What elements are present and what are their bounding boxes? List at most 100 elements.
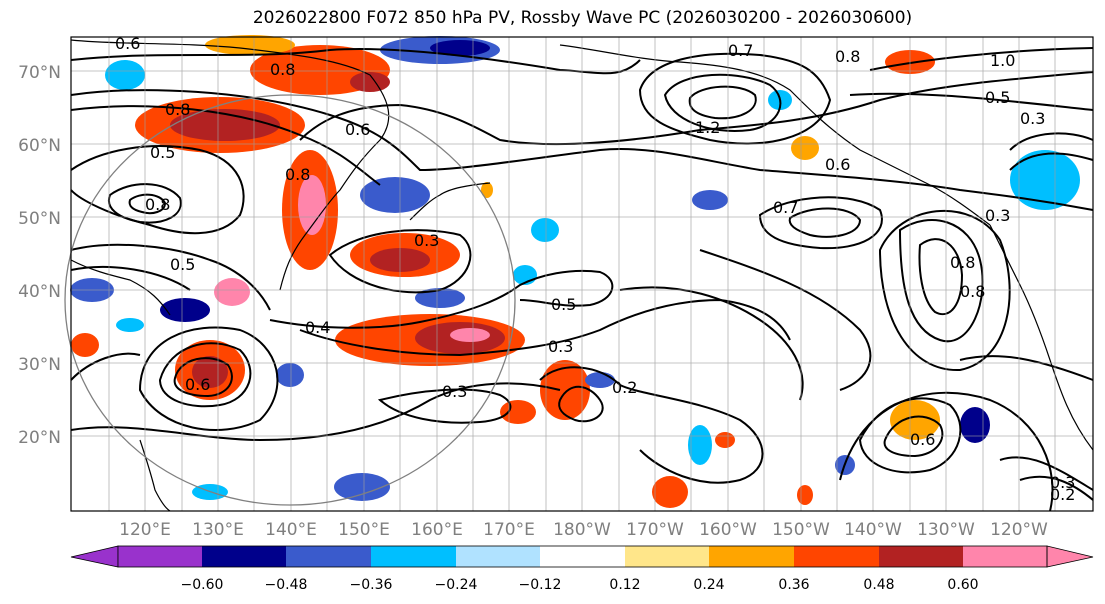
colorbar-tick: −0.24 (435, 577, 478, 593)
anomaly-blob (298, 175, 326, 235)
anomaly-blob (116, 318, 144, 332)
contour-line (70, 105, 381, 186)
contour-line (638, 52, 832, 145)
contour-label: 0.6 (825, 155, 850, 174)
anomaly-blob (214, 278, 250, 306)
colorbar-tick: 0.36 (778, 577, 809, 593)
lon-label: 120°W (990, 520, 1048, 540)
lat-label: 30°N (18, 355, 61, 375)
lon-label: 170°E (483, 520, 535, 540)
contour-label: 0.8 (960, 282, 985, 301)
contour-label: 0.8 (145, 195, 170, 214)
contour-line (849, 92, 1094, 111)
colorbar-frame (117, 545, 1048, 568)
contour-label: 0.6 (910, 430, 935, 449)
colorbar-segment (202, 546, 286, 567)
colorbar-segment (540, 546, 625, 567)
anomaly-blob (531, 218, 559, 242)
colorbar-segment (709, 546, 794, 567)
contour-label: 0.8 (285, 165, 310, 184)
contour-line (1009, 132, 1094, 151)
contour-line (663, 73, 782, 132)
contour-line (299, 298, 791, 357)
coastline (559, 44, 991, 226)
map-title: 2026022800 F072 850 hPa PV, Rossby Wave … (252, 8, 913, 28)
lon-label: 160°W (699, 520, 757, 540)
colorbar-tick: 0.24 (693, 577, 724, 593)
anomaly-blob (276, 363, 304, 387)
contour-label: 0.3 (442, 382, 467, 401)
lat-label: 20°N (18, 428, 61, 448)
anomaly-blob (450, 328, 490, 342)
contour-line (883, 415, 944, 458)
anomaly-blob (1010, 150, 1080, 210)
contour-label: 0.3 (1050, 473, 1075, 492)
contour-label: 0.6 (115, 34, 140, 53)
contour-line (1019, 475, 1094, 501)
colorbar-tick: −0.36 (350, 577, 393, 593)
contour-labels: 0.6 0.8 0.7 0.8 1.0 0.8 0.5 0.3 0.6 1.2 … (115, 34, 1075, 504)
contour-label: 0.5 (985, 88, 1010, 107)
contour-label: 0.3 (414, 231, 439, 250)
colorbar-segment (371, 546, 456, 567)
anomaly-blob (688, 425, 712, 465)
colorbar: −0.60 −0.48 −0.36 −0.24 −0.12 0.12 0.24 … (70, 545, 1094, 593)
anomaly-blob (160, 298, 210, 322)
contour-label: 0.3 (985, 206, 1010, 225)
anomaly-blob (430, 40, 490, 56)
contour-line (1009, 152, 1094, 171)
contour-label: 0.5 (170, 255, 195, 274)
coastline (70, 39, 390, 291)
colorbar-tick: 0.12 (609, 577, 640, 593)
contour-line (328, 229, 472, 294)
contour-line (128, 193, 167, 215)
anomaly-blob (205, 35, 295, 55)
contour-label: 0.6 (185, 375, 210, 394)
contour-line (999, 456, 1094, 491)
lon-label: 140°E (265, 520, 317, 540)
anomaly-blob (797, 485, 813, 505)
coastlines (70, 39, 1094, 512)
anomaly-blob (415, 288, 465, 308)
anomaly-blob (192, 356, 228, 388)
contour-label: 0.2 (612, 378, 637, 397)
pv-anomaly-shading (70, 35, 1080, 508)
anomaly-blob (71, 333, 99, 357)
contour-label: 0.3 (548, 337, 573, 356)
contour-line (107, 183, 182, 224)
contour-line (918, 238, 964, 316)
colorbar-tick: −0.12 (519, 577, 562, 593)
contour-line (70, 352, 141, 381)
colorbar-tick: 0.48 (863, 577, 894, 593)
contour-label: 0.7 (728, 41, 753, 60)
contour-line (558, 385, 604, 423)
contour-line (959, 355, 1094, 381)
lat-label: 40°N (18, 282, 61, 302)
contour-label: 1.0 (990, 51, 1015, 70)
anomaly-blob (715, 432, 735, 448)
anomaly-blob (791, 136, 819, 160)
lon-label: 170°W (626, 520, 684, 540)
contour-label: 0.3 (1020, 109, 1045, 128)
colorbar-segment (794, 546, 879, 567)
latitude-labels: 70°N 60°N 50°N 40°N 30°N 20°N (18, 63, 61, 448)
contour-line (158, 342, 252, 408)
anomaly-blob (481, 182, 493, 198)
lon-label: 150°W (772, 520, 830, 540)
contour-label: 0.8 (835, 47, 860, 66)
contour-label: 0.5 (551, 295, 576, 314)
longitude-labels: 120°E 130°E 140°E 150°E 160°E 170°E 180°… (119, 520, 1048, 540)
lat-label: 70°N (18, 63, 61, 83)
anomaly-blob (890, 400, 940, 440)
contour-line (269, 269, 614, 329)
contour-line (70, 89, 1094, 211)
lon-label: 120°E (119, 520, 171, 540)
contour-label: 0.6 (345, 120, 370, 139)
anomaly-blob (170, 109, 280, 141)
contour-line (173, 357, 233, 398)
anomaly-blob (334, 473, 390, 501)
lon-label: 140°W (844, 520, 902, 540)
lon-label: 160°E (411, 520, 463, 540)
contour-label: 0.7 (773, 198, 798, 217)
colorbar-segment (625, 546, 709, 567)
